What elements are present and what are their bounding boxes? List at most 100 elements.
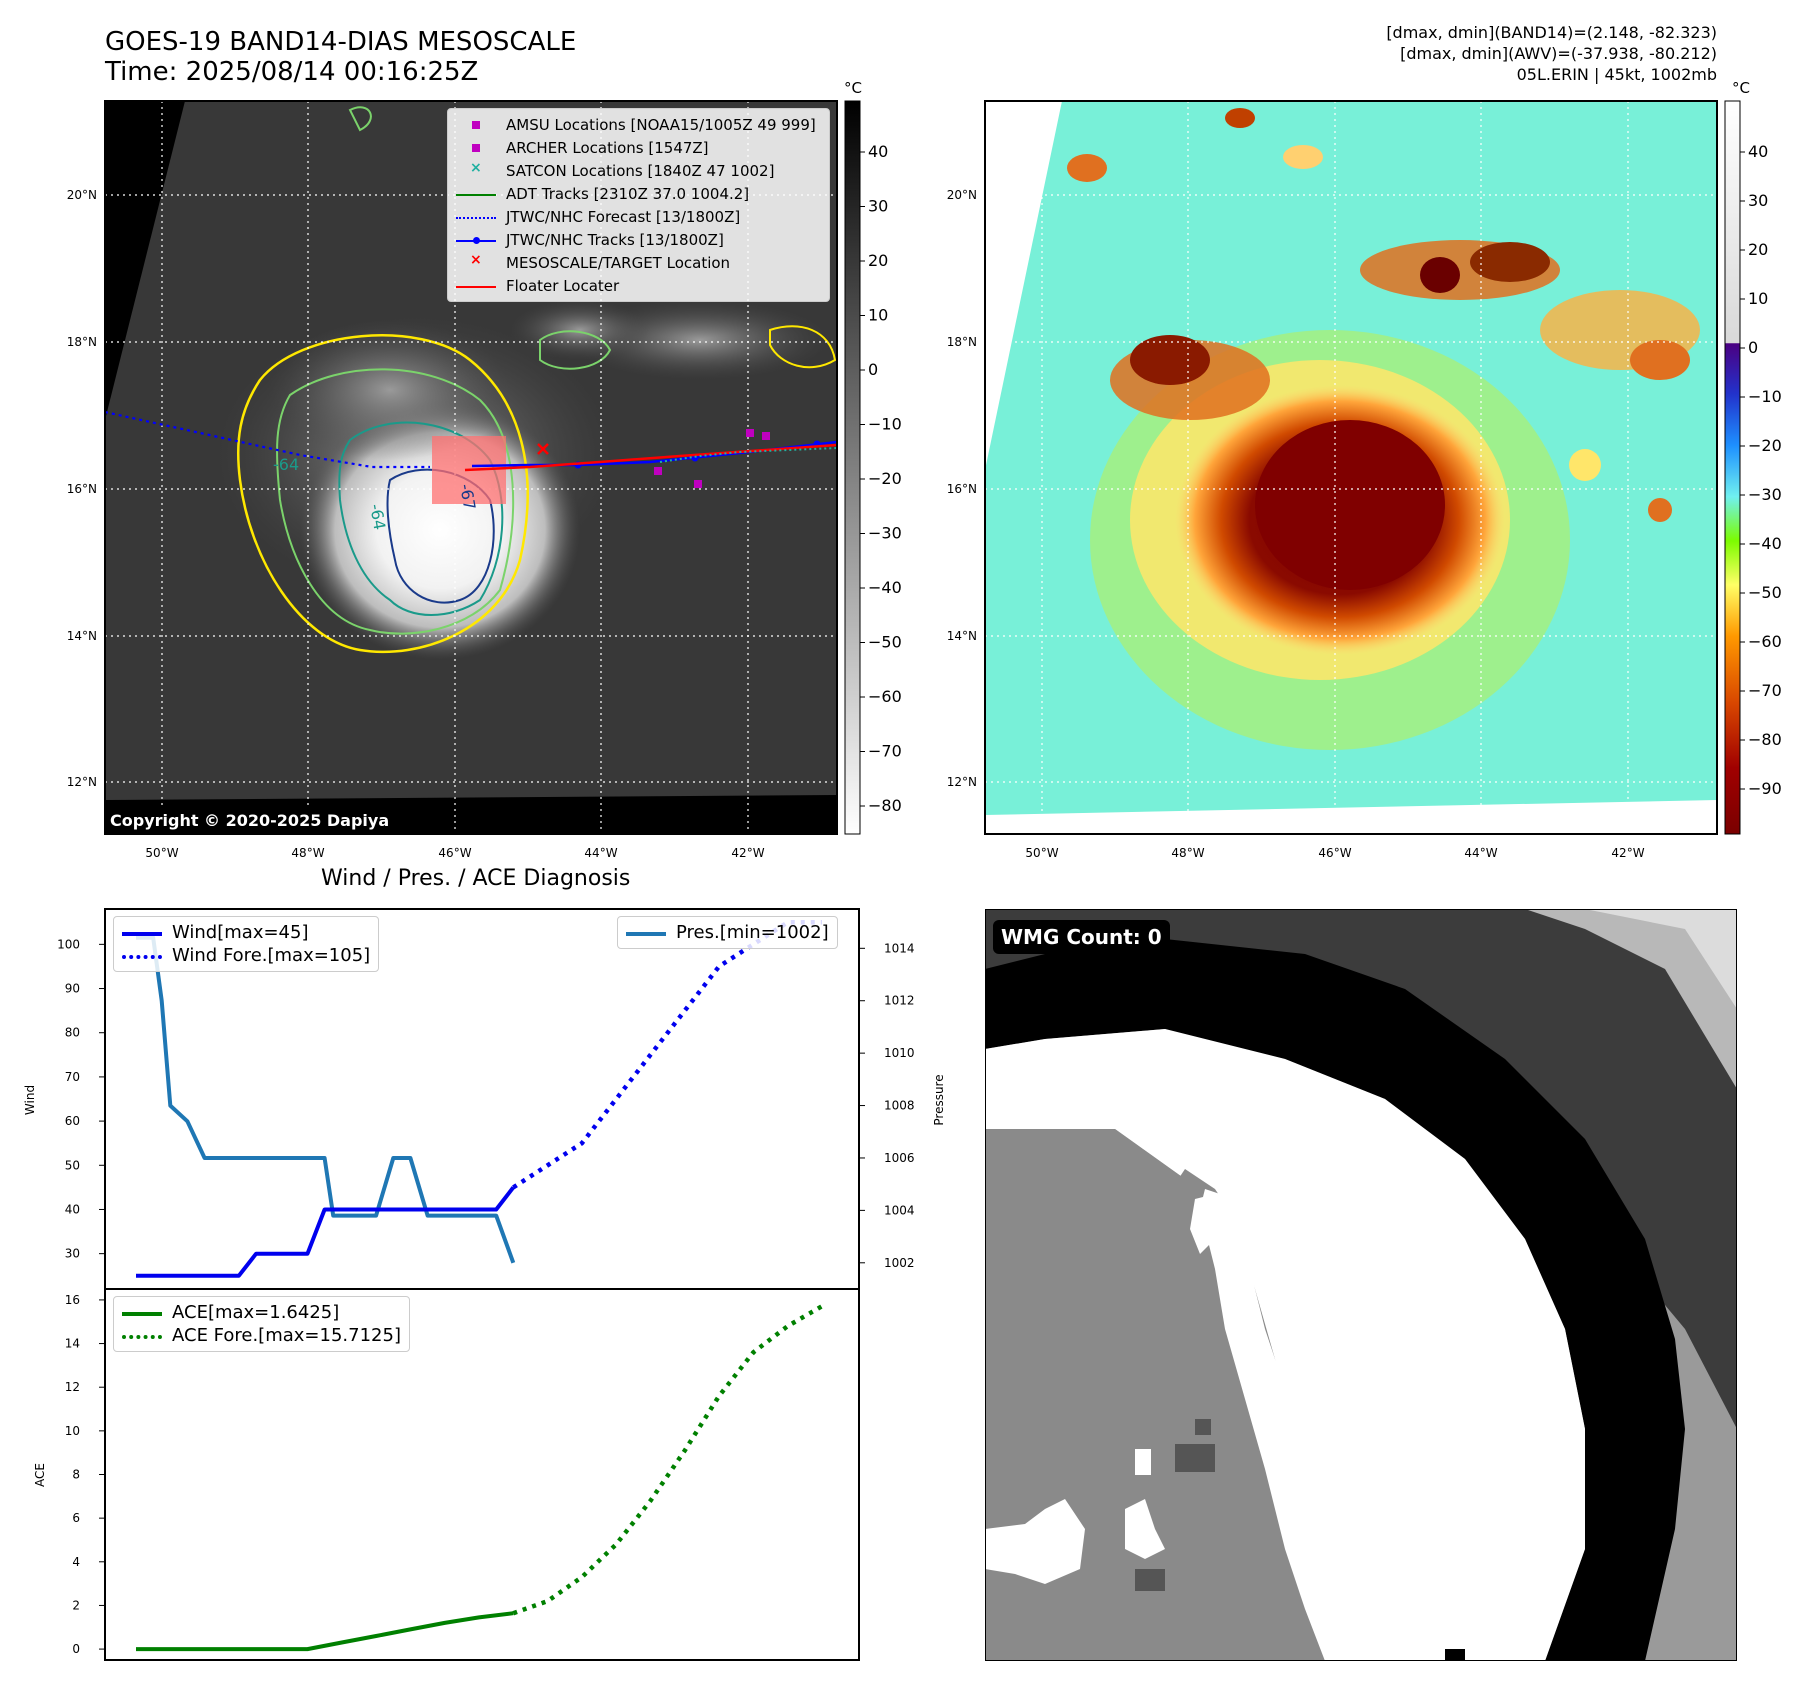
map-legend-label: JTWC/NHC Tracks [13/1800Z] [506,230,724,249]
wind-legend: Wind[max=45] Wind Fore.[max=105] [113,916,380,972]
lon-label: 48°W [1171,846,1204,860]
map-legend-item: JTWC/NHC Tracks [13/1800Z] [456,228,821,251]
band14-range: [dmax, dmin](BAND14)=(2.148, -82.323) [1386,23,1717,42]
wind-pres-panel [104,908,860,1290]
wind-forecast-line [512,920,822,1190]
ace-tick-label: 14 [65,1337,80,1351]
pressure-tick-label: 1004 [884,1203,915,1217]
pressure-tick-label: 1006 [884,1151,915,1165]
color-colorbar-label: −80 [1748,730,1782,749]
wind-tick-label: 90 [65,982,80,996]
map-legend-label: ADT Tracks [2310Z 37.0 1004.2] [506,184,750,203]
legend-wind: Wind[max=45] [122,921,370,944]
legend-wind-label: Wind[max=45] [172,922,309,943]
color-colorbar-label: −70 [1748,681,1782,700]
lat-label: 12°N [947,775,977,789]
map-legend-swatch [456,119,496,131]
ace-legend: ACE[max=1.6425] ACE Fore.[max=15.7125] [113,1296,410,1352]
lon-label: 48°W [291,846,324,860]
map-legend: AMSU Locations [NOAA15/1005Z 49 999] ARCH… [447,108,830,302]
color-colorbar-label: −10 [1748,387,1782,406]
color-colorbar [1724,100,1741,835]
lon-label: 42°W [731,846,764,860]
ir-map-svg: -64 -64 -67 [67,79,1782,860]
pressure-legend: Pres.[min=1002] [617,916,838,949]
map-legend-label: MESOSCALE/TARGET Location [506,253,731,272]
legend-ace-forecast: ACE Fore.[max=15.7125] [122,1324,401,1347]
gray-colorbar-label: −50 [868,633,902,652]
lon-label: 46°W [1318,846,1351,860]
ace-tick-label: 4 [72,1555,80,1569]
figure-title: GOES-19 BAND14-DIAS MESOSCALE [105,27,577,57]
gray-colorbar-label: 30 [868,197,888,216]
figure-time: Time: 2025/08/14 00:16:25Z [105,57,479,87]
pressure-tick-label: 1010 [884,1046,915,1060]
legend-pressure-swatch [626,927,666,939]
map-legend-item: Floater Locater [456,274,821,297]
wind-tick-label: 100 [57,937,80,951]
map-legend-label: ARCHER Locations [1547Z] [506,138,709,157]
map-legend-label: AMSU Locations [NOAA15/1005Z 49 999] [506,115,816,134]
gray-colorbar-label: −20 [868,469,902,488]
copyright-label: Copyright © 2020-2025 Dapiya [104,809,396,832]
lat-label: 12°N [67,775,97,789]
pressure-tick-label: 1008 [884,1099,915,1113]
gray-colorbar-label: 10 [868,306,888,325]
wind-line [136,1186,515,1278]
lon-label: 44°W [584,846,617,860]
map-legend-swatch [456,142,496,154]
map-legend-item: AMSU Locations [NOAA15/1005Z 49 999] [456,113,821,136]
color-colorbar-label: −50 [1748,583,1782,602]
color-colorbar-label: −60 [1748,632,1782,651]
lon-label: 50°W [145,846,178,860]
color-colorbar-label: −40 [1748,534,1782,553]
ace-tick-label: 8 [72,1468,80,1482]
lat-label: 14°N [947,629,977,643]
gray-colorbar-label: −80 [868,796,902,815]
ace-forecast-line [512,1304,824,1616]
map-legend-item: JTWC/NHC Forecast [13/1800Z] [456,205,821,228]
wind-tick-label: 80 [65,1026,80,1040]
color-colorbar-label: 20 [1748,240,1768,259]
wind-tick-label: 40 [65,1202,80,1216]
ace-tick-label: 16 [65,1293,80,1307]
lon-label: 46°W [438,846,471,860]
gray-colorbar-label: −10 [868,415,902,434]
gray-colorbar-label: 40 [868,142,888,161]
color-colorbar-label: 0 [1748,338,1758,357]
legend-wind-forecast: Wind Fore.[max=105] [122,944,370,967]
legend-ace-forecast-swatch [122,1330,162,1342]
ace-tick-label: 10 [65,1424,80,1438]
contour-label: -64 [366,502,389,531]
map-legend-item: × MESOSCALE/TARGET Location [456,251,821,274]
lon-label: 44°W [1464,846,1497,860]
wind-tick-label: 30 [65,1247,80,1261]
ace-axis-label: ACE [33,1463,47,1487]
ace-tick-label: 6 [72,1511,80,1525]
legend-ace-label: ACE[max=1.6425] [172,1302,340,1323]
legend-ace: ACE[max=1.6425] [122,1301,401,1324]
color-ir-map [985,101,1717,834]
diagnosis-title: Wind / Pres. / ACE Diagnosis [321,866,631,891]
contour-label: -64 [273,455,299,474]
map-legend-swatch [456,280,496,292]
map-legend-swatch [456,211,496,223]
awv-range: [dmax, dmin](AWV)=(-37.938, -80.212) [1400,44,1717,63]
gray-colorbar-label: −40 [868,578,902,597]
color-colorbar-label: −30 [1748,485,1782,504]
ace-tick-label: 12 [65,1380,80,1394]
legend-pressure: Pres.[min=1002] [626,921,829,944]
wmg-count-badge: WMG Count: 0 [993,920,1170,954]
wind-tick-label: 50 [65,1158,80,1172]
ace-tick-label: 2 [72,1598,80,1612]
lon-label: 42°W [1611,846,1644,860]
map-legend-item: × SATCON Locations [1840Z 47 1002] [456,159,821,182]
legend-wind-forecast-swatch [122,950,162,962]
map-legend-label: SATCON Locations [1840Z 47 1002] [506,161,775,180]
map-legend-swatch: × [470,251,482,268]
lat-label: 16°N [67,482,97,496]
gray-colorbar-label: −60 [868,687,902,706]
wind-tick-label: 70 [65,1070,80,1084]
gray-colorbar [844,100,861,835]
